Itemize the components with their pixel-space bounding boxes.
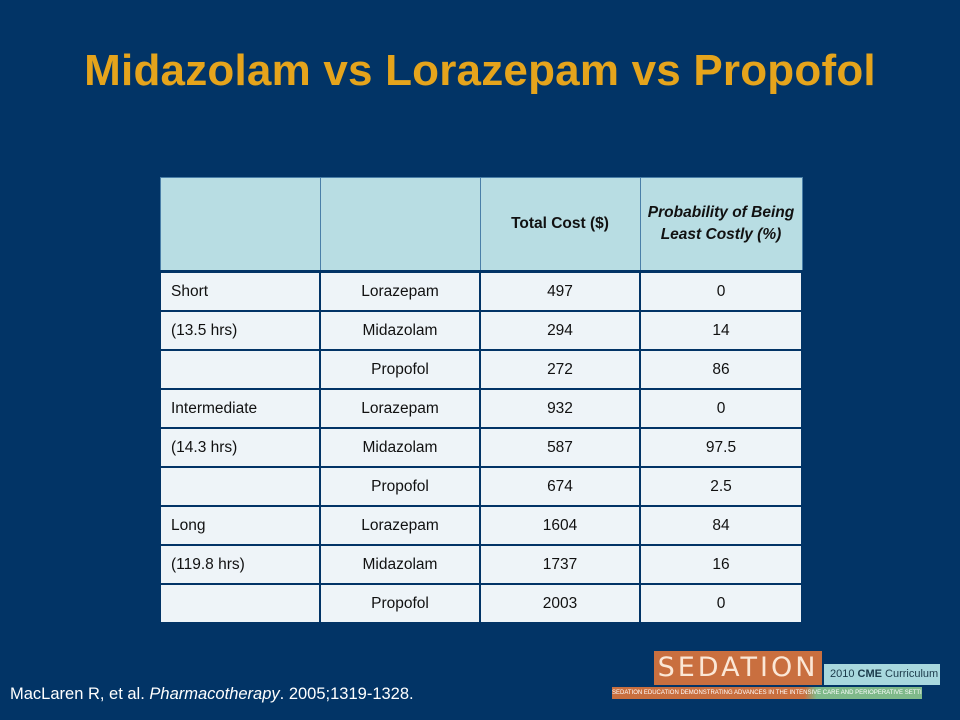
citation-details: . 2005;1319-1328. (279, 685, 414, 703)
probability-cell: 16 (639, 544, 803, 585)
probability-cell: 97.5 (639, 427, 803, 468)
header-drug (319, 177, 481, 273)
table-row: Short Lorazepam 497 0 (159, 270, 803, 312)
header-total-cost: Total Cost ($) (479, 177, 641, 273)
table-row: Propofol 674 2.5 (159, 466, 803, 507)
logo-cme-year: 2010 (830, 668, 858, 680)
total-cost-cell: 1737 (479, 544, 641, 585)
logo-cme-label: 2010 CME Curriculum (824, 664, 940, 685)
duration-cell: Short (159, 270, 321, 312)
probability-cell: 2.5 (639, 466, 803, 507)
logo-wordmark: SEDATION (654, 651, 822, 685)
citation: MacLaren R, et al. Pharmacotherapy. 2005… (10, 685, 414, 704)
table-header-row: Total Cost ($) Probability of Being Leas… (159, 177, 803, 273)
citation-authors: MacLaren R, et al. (10, 685, 150, 703)
logo-tagline: SEDATION EDUCATION DEMONSTRATING ADVANCE… (612, 687, 922, 699)
total-cost-cell: 497 (479, 270, 641, 312)
duration-cell: Intermediate (159, 388, 321, 429)
drug-cell: Lorazepam (319, 270, 481, 312)
probability-cell: 14 (639, 310, 803, 351)
total-cost-cell: 674 (479, 466, 641, 507)
probability-cell: 84 (639, 505, 803, 546)
cost-comparison-table: Total Cost ($) Probability of Being Leas… (159, 177, 803, 624)
logo-cme-bold: CME (857, 668, 882, 680)
duration-cell (159, 583, 321, 624)
table-row: (14.3 hrs) Midazolam 587 97.5 (159, 427, 803, 468)
drug-cell: Midazolam (319, 310, 481, 351)
header-probability-least-costly: Probability of Being Least Costly (%) (639, 177, 803, 273)
drug-cell: Midazolam (319, 427, 481, 468)
table-row: Propofol 2003 0 (159, 583, 803, 624)
total-cost-cell: 294 (479, 310, 641, 351)
probability-cell: 0 (639, 388, 803, 429)
table-row: Propofol 272 86 (159, 349, 803, 390)
drug-cell: Propofol (319, 466, 481, 507)
table-row: Intermediate Lorazepam 932 0 (159, 388, 803, 429)
drug-cell: Lorazepam (319, 388, 481, 429)
duration-cell: (13.5 hrs) (159, 310, 321, 351)
drug-cell: Lorazepam (319, 505, 481, 546)
citation-journal: Pharmacotherapy (149, 685, 280, 703)
duration-cell: (14.3 hrs) (159, 427, 321, 468)
logo-cme-rest: Curriculum (881, 668, 939, 680)
probability-cell: 0 (639, 270, 803, 312)
drug-cell: Propofol (319, 583, 481, 624)
total-cost-cell: 932 (479, 388, 641, 429)
total-cost-cell: 272 (479, 349, 641, 390)
table-row: Long Lorazepam 1604 84 (159, 505, 803, 546)
drug-cell: Midazolam (319, 544, 481, 585)
sedation-logo: SEDATION 2010 CME Curriculum SEDATION ED… (612, 651, 944, 701)
duration-cell: (119.8 hrs) (159, 544, 321, 585)
slide-title: Midazolam vs Lorazepam vs Propofol (84, 46, 876, 95)
drug-cell: Propofol (319, 349, 481, 390)
duration-cell: Long (159, 505, 321, 546)
total-cost-cell: 587 (479, 427, 641, 468)
duration-cell (159, 466, 321, 507)
duration-cell (159, 349, 321, 390)
table-row: (119.8 hrs) Midazolam 1737 16 (159, 544, 803, 585)
table-row: (13.5 hrs) Midazolam 294 14 (159, 310, 803, 351)
header-duration (159, 177, 321, 273)
total-cost-cell: 2003 (479, 583, 641, 624)
probability-cell: 0 (639, 583, 803, 624)
probability-cell: 86 (639, 349, 803, 390)
total-cost-cell: 1604 (479, 505, 641, 546)
